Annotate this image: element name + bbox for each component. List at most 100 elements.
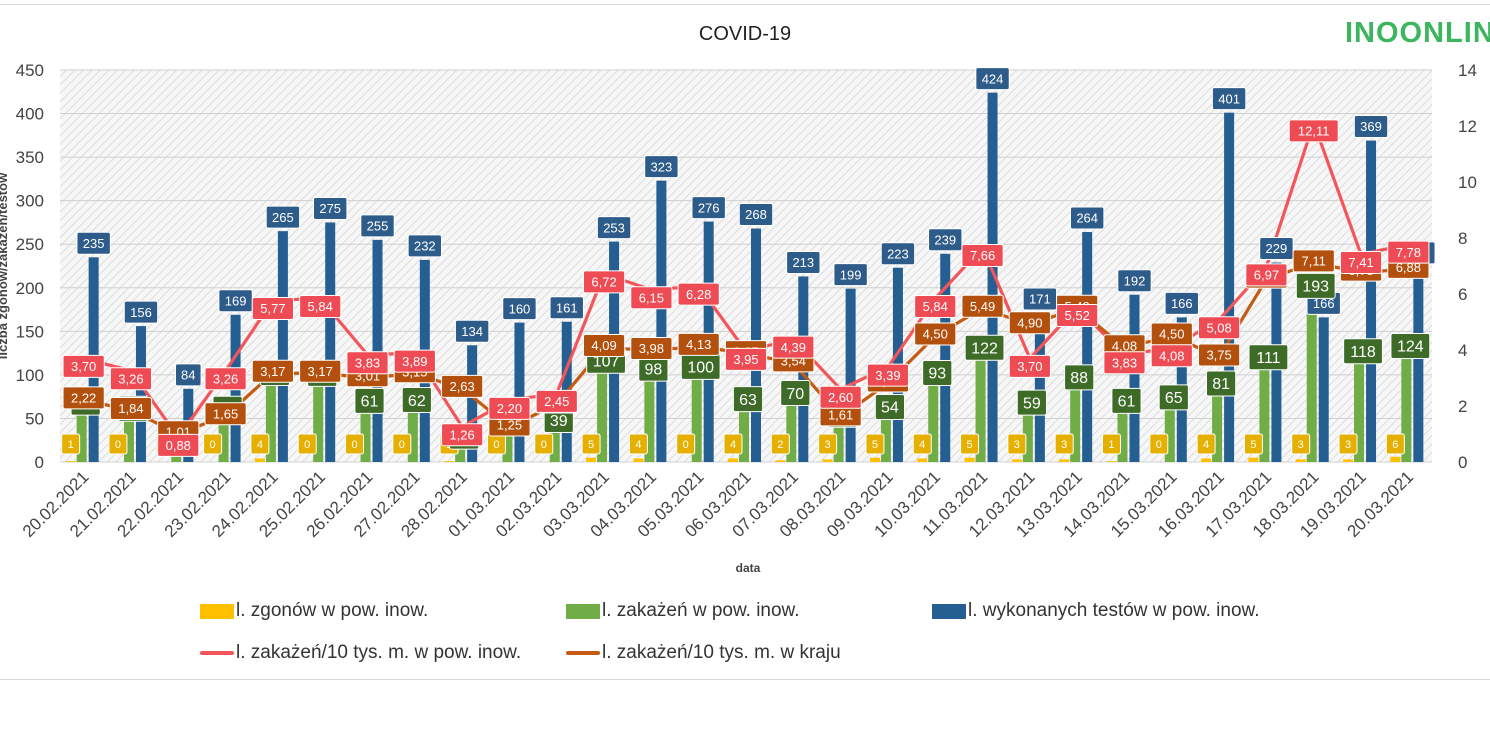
data-label-testy-box	[313, 196, 348, 220]
data-label-zgony: 5	[872, 439, 878, 451]
data-label-kraj-box	[1198, 343, 1241, 367]
data-label-kraj-group: 1,61	[819, 403, 862, 427]
data-label-pow-box	[582, 270, 626, 294]
data-label-testy-group: 160	[502, 297, 537, 321]
data-label-kraj-group: 4,90	[1008, 311, 1051, 335]
data-label-testy-box	[407, 234, 443, 258]
data-label-pow-group: 5,08	[1198, 316, 1241, 340]
data-label-kraj: 4,13	[686, 337, 711, 352]
bar-zakazenia	[1070, 385, 1081, 462]
data-label-kraj: 3,17	[308, 364, 333, 379]
legend-swatch-zakazenia	[566, 603, 600, 619]
data-label-zakazenia-group: 59	[1016, 389, 1047, 416]
bar-testy	[1318, 317, 1329, 462]
y-tick-label: 350	[16, 148, 44, 167]
data-label-zgony-box	[250, 433, 270, 455]
bar-zakazenia	[739, 407, 749, 462]
data-label-pow-group: 2,20	[488, 396, 531, 420]
data-label-kraj-box	[441, 374, 484, 398]
data-label-zgony-group: 5	[865, 433, 885, 455]
data-label-zgony: 4	[919, 439, 925, 451]
data-label-testy-box	[1211, 87, 1247, 111]
data-label-zgony-box	[770, 433, 790, 455]
data-label-testy-group: 424	[975, 67, 1010, 91]
data-label-zgony-box	[392, 433, 412, 455]
data-label-testy-box	[1259, 237, 1294, 261]
data-label-pow-group: 3,83	[1103, 351, 1146, 375]
bar-testy	[1034, 313, 1045, 462]
data-label-pow-box	[1198, 316, 1241, 340]
data-label-testy: 199	[840, 267, 862, 282]
data-label-testy: 268	[745, 207, 767, 222]
data-label-testy-box	[1117, 269, 1152, 293]
data-label-pow-box	[1245, 263, 1288, 287]
bar-zgony	[964, 457, 975, 462]
data-label-zgony-box	[581, 433, 601, 455]
y2-tick-label: 4	[1458, 341, 1467, 360]
data-label-pow-box	[677, 282, 720, 306]
data-label-zgony-group: 0	[345, 433, 365, 455]
data-label-testy-group: 268	[738, 203, 774, 227]
data-label-pow-box	[1008, 354, 1051, 378]
data-label-kraj: 4,90	[1017, 315, 1042, 330]
data-label-zgony: 4	[257, 439, 263, 451]
data-label-pow-box	[299, 294, 342, 318]
data-label-pow: 3,70	[1017, 359, 1042, 374]
data-label-zgony-group: 3	[818, 433, 838, 455]
data-label-testy: 235	[83, 236, 105, 251]
data-label-testy-box	[928, 228, 963, 252]
data-label-pow: 3,70	[71, 359, 96, 374]
data-label-testy-box	[1353, 115, 1389, 139]
data-label-zakazenia-group: 81	[1206, 370, 1237, 397]
data-label-zakazenia-box	[1158, 384, 1189, 411]
y-tick-label: 100	[16, 366, 44, 385]
bar-zgony	[586, 457, 597, 462]
data-label-zgony: 0	[210, 439, 216, 451]
data-label-pow-box	[1387, 240, 1430, 264]
data-label-pow-box	[819, 385, 862, 409]
data-label-zgony-box	[1243, 433, 1263, 455]
y2-tick-label: 2	[1458, 397, 1467, 416]
data-label-zgony: 5	[588, 439, 594, 451]
bar-zakazenia	[455, 444, 466, 462]
y-tick-label: 50	[25, 409, 44, 428]
data-label-zgony-group: 3	[1007, 433, 1027, 455]
data-label-testy: 156	[130, 305, 152, 320]
data-label-testy: 264	[1076, 211, 1098, 226]
data-label-pow: 2,20	[497, 401, 522, 416]
bar-zgony	[254, 458, 265, 462]
data-label-zgony-group: 0	[534, 433, 554, 455]
data-label-testy-box	[644, 155, 679, 179]
y-tick-label: 450	[16, 61, 44, 80]
data-label-pow-group: 3,95	[724, 347, 768, 371]
data-label-zakazenia: 61	[1118, 394, 1136, 411]
data-label-pow: 12,11	[1298, 124, 1330, 139]
data-label-zgony-box	[1007, 433, 1027, 455]
legend-label-zakazenia: l. zakażeń w pow. inow.	[602, 600, 800, 621]
data-label-testy-group: 161	[549, 296, 584, 320]
data-label-zgony-group: 0	[1149, 433, 1169, 455]
bar-testy	[372, 239, 383, 462]
data-label-zakazenia-box	[732, 386, 764, 413]
data-label-zgony-box	[1054, 433, 1074, 455]
data-label-pow-box	[441, 423, 484, 447]
data-label-pow-group: 4,39	[772, 335, 815, 359]
bar-zgony	[869, 457, 880, 462]
data-label-pow: 3,26	[118, 371, 143, 386]
data-label-testy-box	[691, 196, 726, 220]
data-label-kraj: 1,25	[497, 418, 522, 433]
data-label-pow-box	[62, 354, 105, 378]
data-label-testy-group: 239	[928, 228, 963, 252]
data-label-testy-group: 323	[644, 155, 679, 179]
data-label-pow-box	[866, 363, 910, 387]
data-label-testy-group: 166	[1164, 291, 1199, 315]
bar-zgony	[775, 460, 786, 462]
data-label-zgony: 3	[1014, 439, 1020, 451]
data-label-pow-group: 6,97	[1245, 263, 1288, 287]
data-label-zakazenia: 107	[593, 354, 620, 371]
data-label-zgony-group: 4	[628, 433, 648, 455]
data-label-kraj: 3,17	[260, 364, 285, 379]
data-label-zakazenia: 65	[1165, 390, 1183, 407]
data-label-kraj-group: 4,50	[1150, 322, 1193, 346]
bar-zgony	[444, 461, 455, 462]
